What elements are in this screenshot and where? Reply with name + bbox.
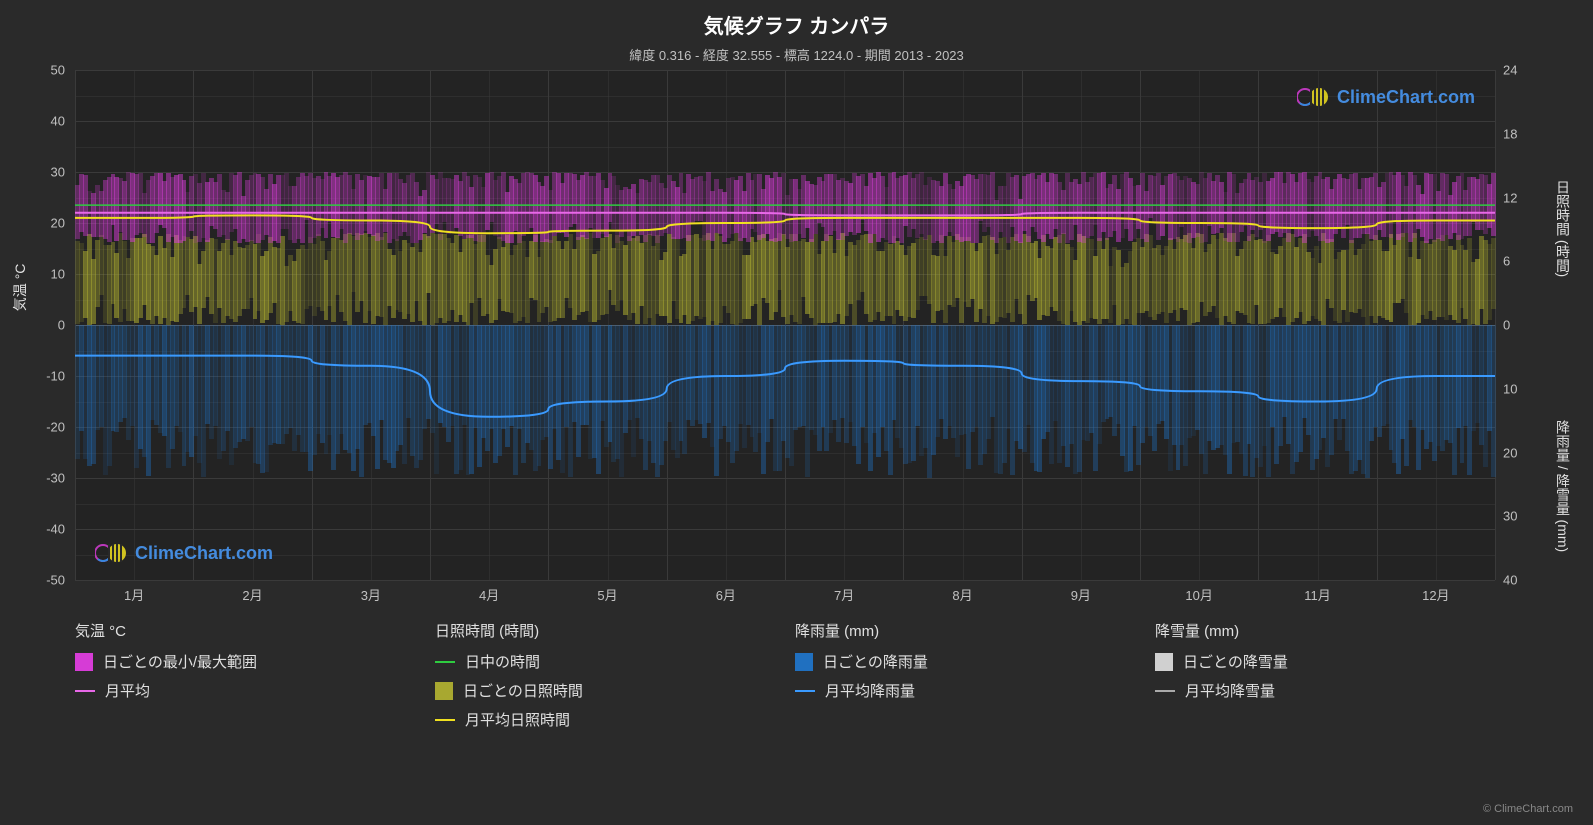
legend-item: 日ごとの降雪量	[1155, 651, 1495, 672]
watermark-logo-icon	[1297, 85, 1331, 109]
y-tick-right: 24	[1503, 63, 1543, 78]
legend-item: 日ごとの最小/最大範囲	[75, 651, 415, 672]
legend-swatch-icon	[795, 653, 813, 671]
legend-item-label: 月平均降雪量	[1185, 680, 1275, 701]
watermark-logo-icon	[95, 541, 129, 565]
watermark-bottom: ClimeChart.com	[95, 541, 273, 565]
legend-group-title: 降雪量 (mm)	[1155, 620, 1495, 641]
y-tick-right: 0	[1503, 318, 1543, 333]
y-tick-left: -30	[25, 471, 65, 486]
legend-item-label: 月平均降雨量	[825, 680, 915, 701]
y-tick-right: 10	[1503, 381, 1543, 396]
legend-group: 降雪量 (mm) 日ごとの降雪量月平均降雪量	[1155, 620, 1495, 738]
x-tick: 4月	[439, 585, 539, 604]
legend-line-icon	[435, 719, 455, 721]
y-tick-left: -20	[25, 420, 65, 435]
y-tick-right: 40	[1503, 573, 1543, 588]
y-tick-left: 50	[25, 63, 65, 78]
legend-item: 月平均降雪量	[1155, 680, 1495, 701]
legend-item: 日ごとの降雨量	[795, 651, 1135, 672]
y-axis-right-bottom-label: 降雨量 / 降雪量 (mm)	[1553, 420, 1573, 552]
watermark-top: ClimeChart.com	[1297, 85, 1475, 109]
y-tick-right: 30	[1503, 509, 1543, 524]
x-tick: 2月	[203, 585, 303, 604]
y-tick-left: 40	[25, 114, 65, 129]
legend-item: 月平均降雨量	[795, 680, 1135, 701]
legend-item-label: 日ごとの最小/最大範囲	[103, 651, 257, 672]
y-tick-left: -40	[25, 522, 65, 537]
legend-group-title: 気温 °C	[75, 620, 415, 641]
legend-line-icon	[435, 661, 455, 663]
legend-item-label: 月平均	[105, 680, 150, 701]
x-tick: 12月	[1386, 585, 1486, 604]
y-tick-left: 20	[25, 216, 65, 231]
x-tick: 8月	[913, 585, 1013, 604]
legend-group: 気温 °C 日ごとの最小/最大範囲月平均	[75, 620, 415, 738]
y-tick-left: 30	[25, 165, 65, 180]
legend-line-icon	[75, 690, 95, 692]
plot-area: ClimeChart.com ClimeChart.com	[75, 70, 1495, 580]
x-tick: 6月	[676, 585, 776, 604]
y-tick-right: 20	[1503, 445, 1543, 460]
chart-subtitle: 緯度 0.316 - 経度 32.555 - 標高 1224.0 - 期間 20…	[0, 39, 1593, 64]
legend-item: 月平均日照時間	[435, 709, 775, 730]
legend-item-label: 日ごとの降雨量	[823, 651, 928, 672]
y-tick-left: -50	[25, 573, 65, 588]
watermark-text: ClimeChart.com	[135, 543, 273, 564]
sunshine-daily-band	[75, 233, 1495, 325]
legend-group-title: 降雨量 (mm)	[795, 620, 1135, 641]
legend-swatch-icon	[1155, 653, 1173, 671]
legend-item-label: 日ごとの降雪量	[1183, 651, 1288, 672]
legend-group: 降雨量 (mm) 日ごとの降雨量月平均降雨量	[795, 620, 1135, 738]
legend-item: 日中の時間	[435, 651, 775, 672]
y-axis-right-top-label: 日照時間 (時間)	[1553, 180, 1573, 277]
legend-line-icon	[795, 690, 815, 692]
legend-group: 日照時間 (時間) 日中の時間日ごとの日照時間月平均日照時間	[435, 620, 775, 738]
legend-item: 月平均	[75, 680, 415, 701]
legend-item: 日ごとの日照時間	[435, 680, 775, 701]
y-tick-right: 12	[1503, 190, 1543, 205]
x-tick: 10月	[1149, 585, 1249, 604]
y-tick-left: -10	[25, 369, 65, 384]
watermark-text: ClimeChart.com	[1337, 87, 1475, 108]
y-tick-right: 18	[1503, 126, 1543, 141]
legend-item-label: 日ごとの日照時間	[463, 680, 583, 701]
attribution: © ClimeChart.com	[1483, 803, 1573, 815]
rain-daily-band	[75, 325, 1495, 478]
legend: 気温 °C 日ごとの最小/最大範囲月平均 日照時間 (時間) 日中の時間日ごとの日照時…	[75, 620, 1495, 738]
x-tick: 7月	[794, 585, 894, 604]
legend-line-icon	[1155, 690, 1175, 692]
climate-chart: 気候グラフ カンパラ 緯度 0.316 - 経度 32.555 - 標高 122…	[0, 0, 1593, 825]
chart-title: 気候グラフ カンパラ	[0, 0, 1593, 39]
x-tick: 9月	[1031, 585, 1131, 604]
legend-swatch-icon	[435, 682, 453, 700]
x-tick: 11月	[1268, 585, 1368, 604]
legend-group-title: 日照時間 (時間)	[435, 620, 775, 641]
x-tick: 3月	[321, 585, 421, 604]
y-tick-left: 10	[25, 267, 65, 282]
temp-range-band	[75, 172, 1495, 243]
x-tick: 1月	[84, 585, 184, 604]
y-tick-right: 6	[1503, 254, 1543, 269]
y-tick-left: 0	[25, 318, 65, 333]
legend-item-label: 月平均日照時間	[465, 709, 570, 730]
legend-swatch-icon	[75, 653, 93, 671]
x-tick: 5月	[558, 585, 658, 604]
legend-item-label: 日中の時間	[465, 651, 540, 672]
